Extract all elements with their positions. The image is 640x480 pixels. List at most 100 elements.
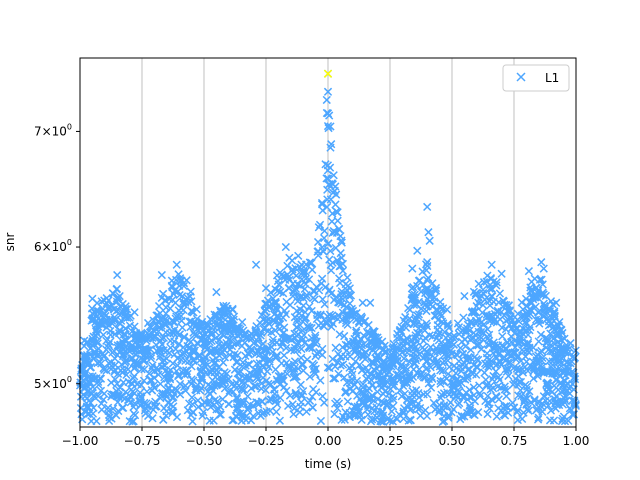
data-point (333, 357, 342, 367)
data-point (453, 319, 463, 328)
data-point (533, 308, 543, 317)
data-point (425, 331, 434, 340)
data-point (279, 333, 289, 343)
data-point (338, 412, 348, 421)
data-point (257, 311, 267, 320)
data-point (411, 334, 420, 343)
data-point (129, 409, 138, 418)
data-point (372, 403, 381, 412)
data-point (458, 349, 468, 359)
data-point (484, 362, 493, 371)
data-point (358, 380, 368, 389)
data-point (243, 392, 252, 401)
data-point (537, 275, 546, 284)
data-point (189, 355, 198, 364)
data-point (104, 410, 114, 420)
data-point (321, 160, 330, 169)
data-point (507, 337, 516, 346)
x-tick-label: −0.75 (124, 434, 161, 448)
data-point (110, 316, 119, 325)
data-point (529, 374, 538, 383)
data-point (311, 331, 320, 340)
data-point (168, 359, 178, 368)
data-point (438, 366, 447, 375)
data-point (102, 294, 111, 303)
data-point (337, 290, 346, 299)
data-point (490, 315, 500, 324)
data-point (299, 266, 308, 276)
data-point (304, 275, 314, 284)
data-point (519, 398, 528, 407)
data-point (191, 385, 200, 394)
data-point (325, 255, 334, 264)
legend-label: L1 (545, 71, 559, 85)
data-point (443, 344, 452, 353)
data-point (340, 373, 349, 382)
x-tick-label: 0.25 (377, 434, 404, 448)
data-point (121, 357, 131, 366)
data-point (224, 335, 233, 344)
data-point (346, 305, 355, 314)
data-point (459, 358, 468, 367)
data-point (89, 315, 98, 324)
data-point (121, 302, 130, 311)
data-point (439, 401, 449, 410)
data-point (548, 347, 557, 356)
data-point (176, 274, 185, 283)
data-point (224, 374, 233, 384)
data-point (422, 306, 431, 316)
data-point (107, 361, 116, 370)
data-point (294, 251, 303, 260)
data-point (315, 220, 325, 229)
data-point (299, 366, 308, 375)
data-point (286, 345, 295, 354)
data-point (494, 298, 503, 307)
data-point (232, 358, 241, 367)
data-point (207, 336, 216, 346)
data-point (521, 325, 531, 335)
data-point (522, 405, 532, 414)
data-point (216, 410, 225, 419)
data-point (293, 315, 302, 324)
data-point (157, 334, 166, 343)
data-point (329, 171, 338, 180)
data-point (570, 396, 579, 405)
data-point (565, 343, 575, 353)
data-point (305, 372, 315, 381)
data-point (553, 321, 562, 330)
data-point (399, 316, 408, 325)
data-point (238, 318, 247, 327)
data-point (510, 403, 519, 412)
data-point (275, 416, 285, 425)
data-point (235, 368, 244, 378)
data-point (164, 370, 173, 379)
data-point (367, 381, 377, 390)
data-point (268, 335, 278, 344)
data-point (562, 387, 572, 396)
data-point (308, 338, 318, 347)
data-point (453, 386, 462, 395)
data-point (285, 391, 295, 400)
x-tick-label: −1.00 (62, 434, 99, 448)
data-point (151, 397, 160, 406)
data-point (175, 290, 184, 300)
data-point (366, 298, 375, 307)
data-point (421, 365, 431, 374)
data-point (426, 343, 435, 352)
data-point (136, 354, 146, 363)
data-point (539, 264, 548, 273)
data-point (511, 324, 521, 333)
data-point (130, 322, 139, 331)
data-point (330, 227, 339, 237)
data-point (188, 307, 197, 316)
data-point (270, 385, 279, 394)
data-point (531, 292, 541, 301)
data-point (181, 356, 190, 365)
data-point (352, 376, 362, 386)
data-point (181, 298, 190, 307)
data-point (212, 381, 221, 390)
legend: L1 (502, 64, 570, 92)
data-point (460, 291, 469, 301)
data-point (419, 390, 428, 399)
data-point (349, 338, 358, 347)
